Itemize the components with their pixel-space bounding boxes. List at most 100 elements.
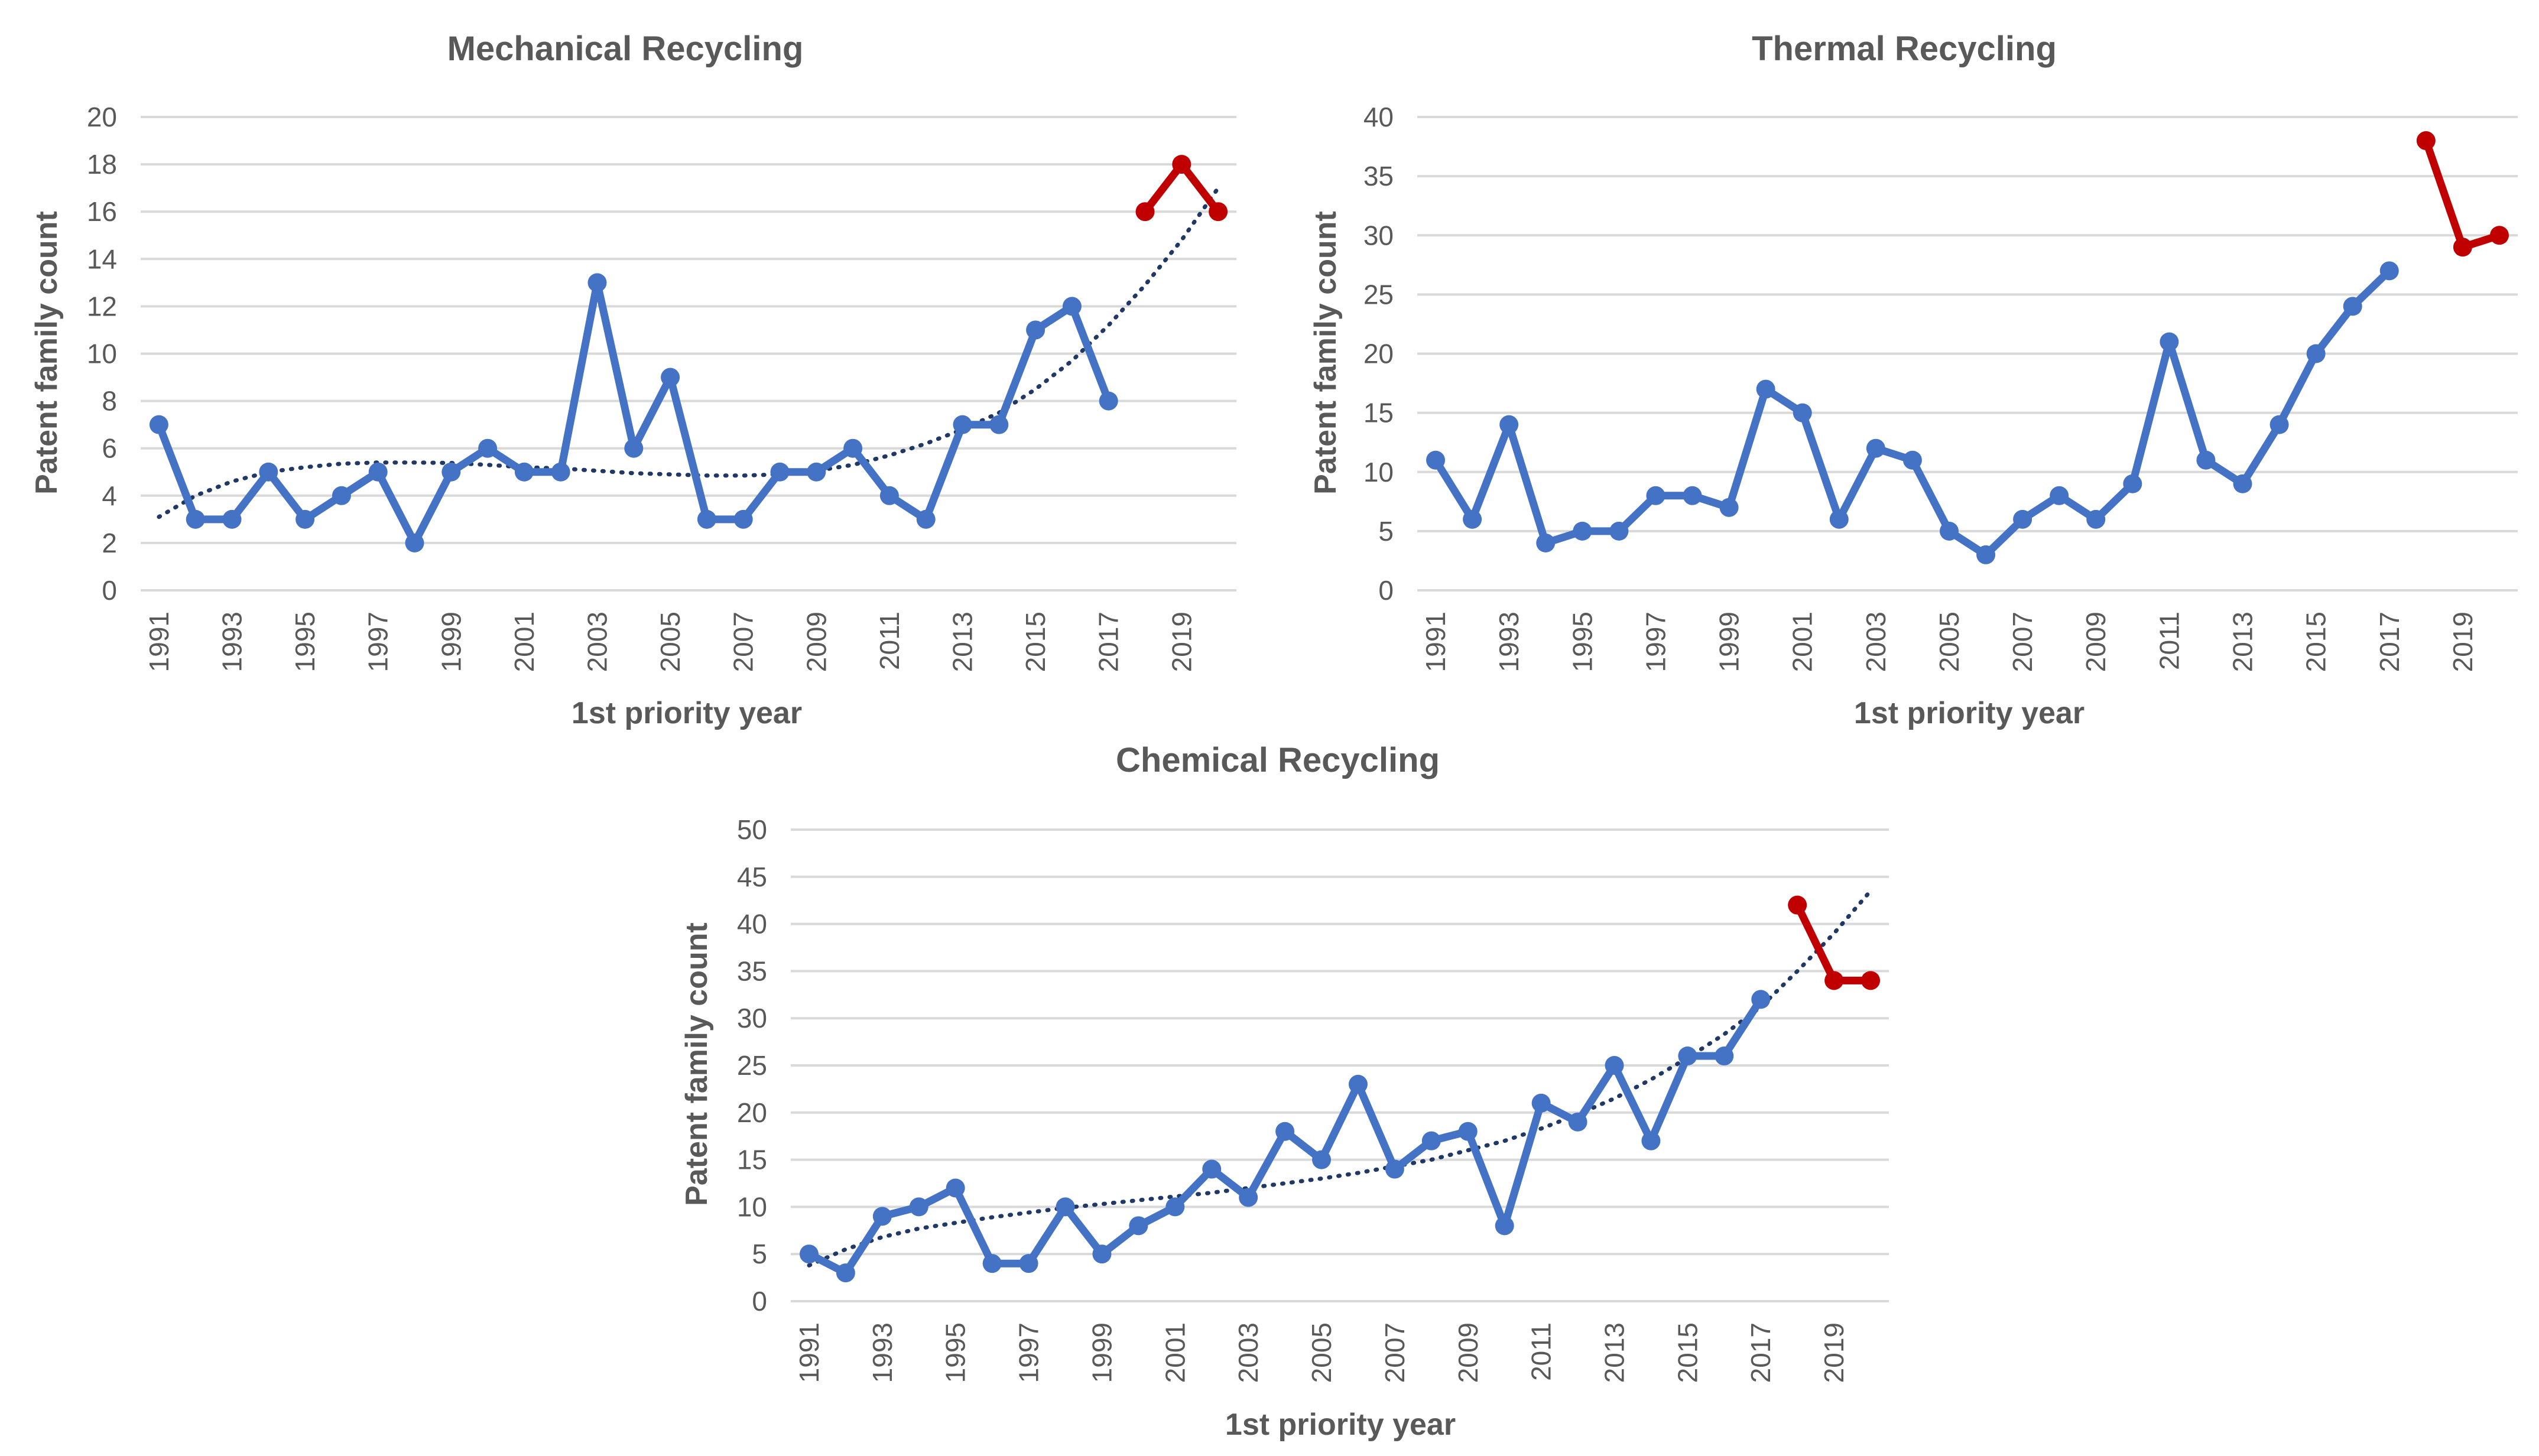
data-point bbox=[1788, 895, 1807, 915]
data-point bbox=[1202, 1159, 1222, 1179]
data-point bbox=[1312, 1150, 1332, 1169]
thermal-recycling-chart: Thermal Recycling 1st priority year Pate… bbox=[1309, 30, 2518, 730]
y-tick-label: 35 bbox=[1363, 161, 1394, 191]
data-point bbox=[1499, 415, 1519, 434]
data-point bbox=[982, 1254, 1002, 1273]
y-tick-label: 8 bbox=[102, 386, 117, 417]
data-point bbox=[441, 462, 461, 482]
data-point bbox=[733, 509, 753, 529]
x-tick-label: 2019 bbox=[1166, 612, 1197, 672]
data-point bbox=[1751, 990, 1771, 1009]
data-point bbox=[1573, 521, 1592, 541]
x-tick-label: 1995 bbox=[290, 612, 320, 672]
data-point bbox=[624, 438, 644, 458]
data-point bbox=[478, 438, 498, 458]
x-tick-label: 2015 bbox=[1672, 1322, 1703, 1383]
data-point bbox=[1495, 1216, 1514, 1236]
x-tick-label: 1995 bbox=[1567, 612, 1598, 672]
data-point bbox=[1019, 1254, 1038, 1273]
data-point bbox=[1531, 1093, 1551, 1113]
y-tick-label: 18 bbox=[87, 149, 117, 180]
data-point bbox=[186, 509, 205, 529]
y-tick-label: 20 bbox=[1363, 339, 1394, 369]
data-point bbox=[1715, 1046, 1734, 1066]
x-tick-label: 1991 bbox=[794, 1322, 824, 1383]
data-point bbox=[1861, 971, 1881, 990]
data-point bbox=[2453, 238, 2472, 257]
data-point bbox=[1426, 450, 1446, 470]
data-point bbox=[836, 1263, 855, 1283]
x-tick-label: 2009 bbox=[801, 612, 832, 672]
data-point bbox=[1536, 533, 1556, 552]
data-point bbox=[2269, 415, 2289, 434]
x-tick-label: 2011 bbox=[2154, 612, 2184, 670]
data-point bbox=[953, 415, 972, 434]
data-point bbox=[661, 368, 680, 387]
data-point bbox=[1641, 1131, 1661, 1150]
chart-title: Mechanical Recycling bbox=[447, 30, 804, 68]
data-point bbox=[1421, 1131, 1441, 1150]
y-tick-label: 0 bbox=[1378, 575, 1394, 606]
data-point bbox=[1756, 379, 1775, 399]
data-point bbox=[1976, 545, 1996, 564]
x-tick-label: 2007 bbox=[728, 612, 759, 672]
x-tick-label: 2001 bbox=[1160, 1322, 1190, 1383]
data-point bbox=[259, 462, 278, 482]
x-tick-label: 2001 bbox=[509, 612, 540, 672]
data-point bbox=[1678, 1046, 1697, 1066]
data-point bbox=[1824, 971, 1844, 990]
x-tick-label: 2009 bbox=[1453, 1322, 1483, 1383]
series-line-recent bbox=[2422, 136, 2504, 251]
data-point bbox=[1719, 498, 1739, 517]
x-tick-label: 2003 bbox=[1861, 612, 1891, 672]
data-point bbox=[946, 1178, 965, 1198]
data-point bbox=[2013, 509, 2033, 529]
data-point bbox=[697, 509, 716, 529]
x-tick-label: 2011 bbox=[1526, 1322, 1557, 1381]
y-tick-label: 12 bbox=[87, 291, 117, 321]
x-tick-label: 2017 bbox=[1093, 612, 1124, 672]
x-tick-label: 2017 bbox=[2374, 612, 2405, 672]
y-tick-label: 14 bbox=[87, 243, 117, 274]
data-point bbox=[332, 486, 351, 505]
y-tick-label: 5 bbox=[1378, 516, 1394, 547]
data-point bbox=[1463, 509, 1482, 529]
x-tick-label: 2015 bbox=[2301, 612, 2332, 672]
x-tick-label: 2013 bbox=[1599, 1322, 1630, 1383]
y-tick-label: 2 bbox=[102, 528, 117, 558]
x-tick-label: 2005 bbox=[1934, 612, 1965, 672]
chemical-recycling-chart: Chemical Recycling 1st priority year Pat… bbox=[680, 741, 1889, 1442]
x-tick-label: 1991 bbox=[1420, 612, 1451, 672]
y-tick-label: 10 bbox=[1363, 457, 1394, 488]
y-tick-label: 40 bbox=[1363, 102, 1394, 132]
x-tick-label: 1999 bbox=[1714, 612, 1745, 672]
y-tick-label: 15 bbox=[737, 1145, 767, 1175]
data-point bbox=[149, 415, 168, 434]
data-point bbox=[1348, 1074, 1368, 1094]
data-point bbox=[2343, 297, 2362, 316]
data-point bbox=[1092, 1244, 1112, 1264]
x-tick-label: 1997 bbox=[363, 612, 394, 672]
data-point bbox=[1793, 403, 1812, 422]
x-tick-label: 1991 bbox=[144, 612, 174, 672]
data-point bbox=[1605, 1056, 1624, 1075]
data-point bbox=[1385, 1159, 1404, 1179]
x-tick-label: 2013 bbox=[947, 612, 978, 672]
x-tick-label: 1993 bbox=[867, 1322, 898, 1383]
y-tick-label: 40 bbox=[737, 909, 767, 940]
x-tick-label: 1993 bbox=[217, 612, 248, 672]
y-tick-label: 0 bbox=[752, 1286, 767, 1317]
y-tick-label: 20 bbox=[737, 1097, 767, 1128]
y-tick-label: 30 bbox=[737, 1003, 767, 1034]
y-tick-label: 45 bbox=[737, 862, 767, 892]
data-point bbox=[2489, 226, 2509, 245]
data-point bbox=[1129, 1216, 1148, 1236]
y-tick-label: 0 bbox=[102, 575, 117, 606]
data-point bbox=[2379, 261, 2399, 281]
x-tick-label: 2015 bbox=[1020, 612, 1051, 672]
x-axis-title: 1st priority year bbox=[1854, 696, 2085, 730]
y-axis-title: Patent family count bbox=[30, 211, 64, 495]
x-axis-title: 1st priority year bbox=[572, 696, 802, 730]
data-point bbox=[2160, 332, 2179, 352]
